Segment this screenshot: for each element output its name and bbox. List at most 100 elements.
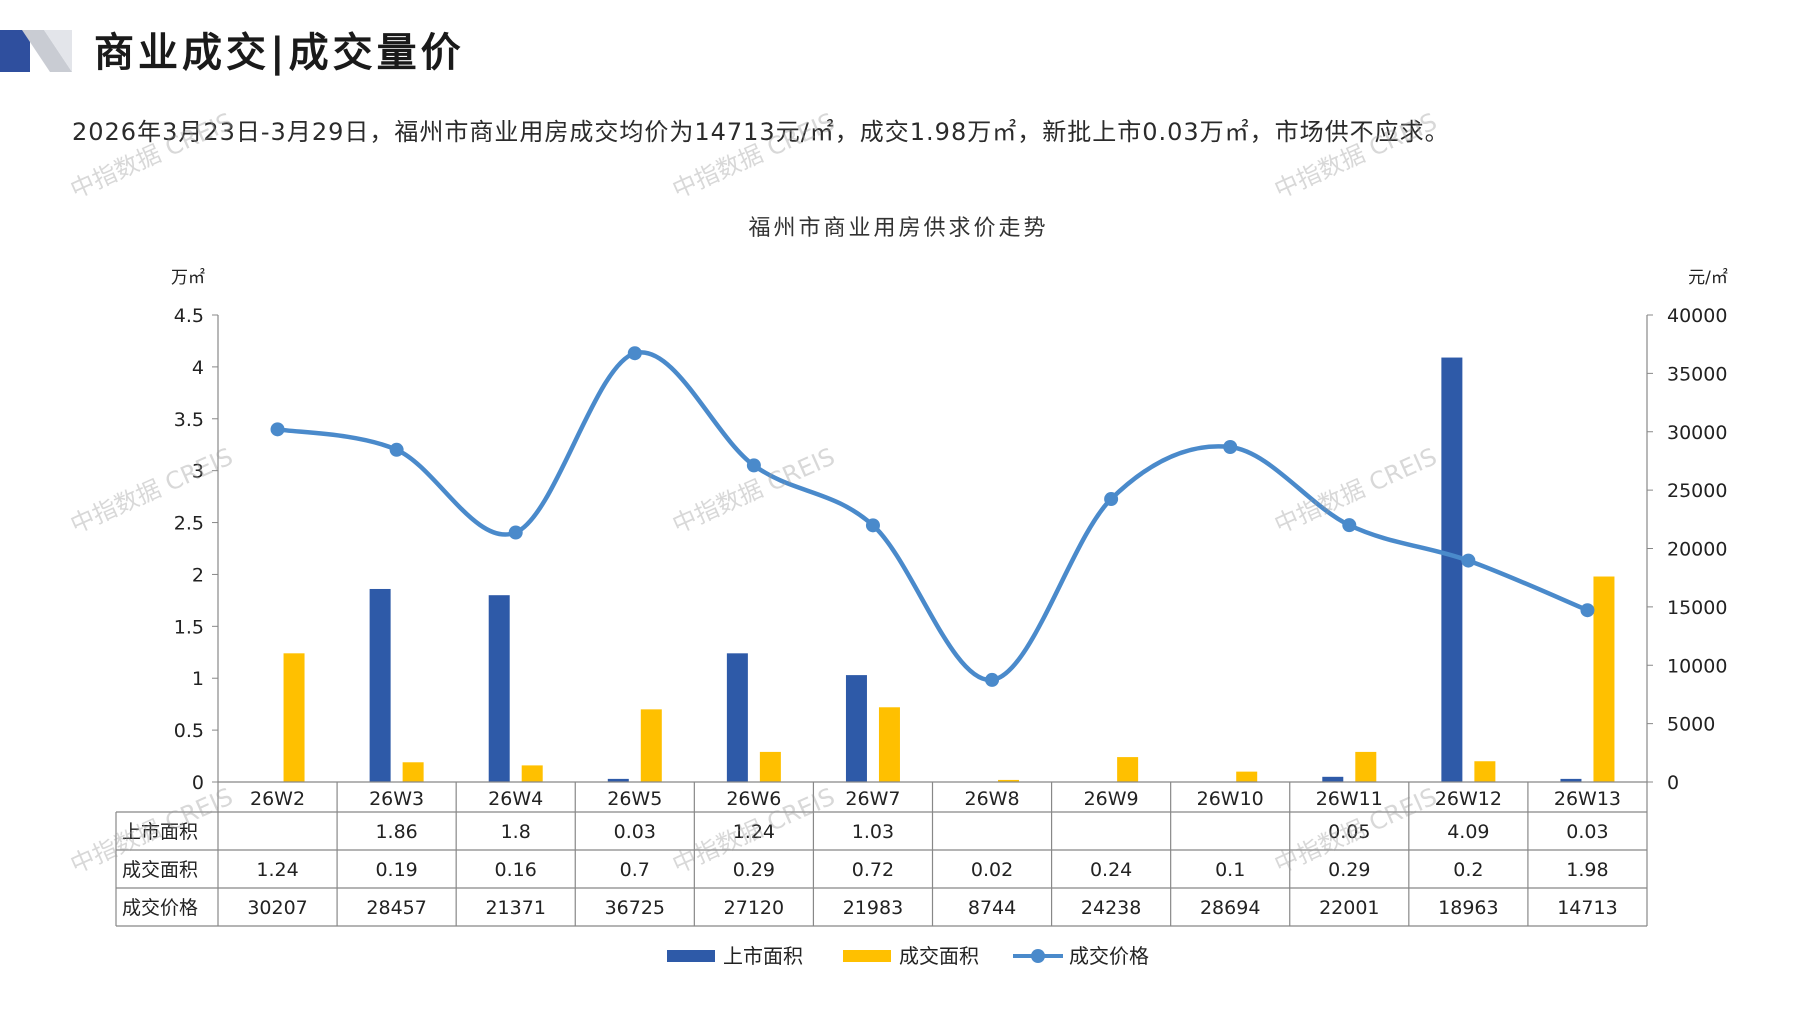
table-cell-value: 0.19 [375,859,417,881]
right-axis-tick-label: 40000 [1667,305,1727,327]
category-label: 26W3 [369,788,424,810]
price-point-26W12 [1461,553,1476,568]
right-axis-tick-label: 10000 [1667,655,1727,677]
table-cell-value: 28457 [366,897,426,919]
deal-bar-26W10 [1236,771,1258,782]
table-cell-value: 28694 [1200,897,1260,919]
table-cell-value: 30207 [247,897,307,919]
table-cell-value: 24238 [1081,897,1141,919]
left-axis-tick-label: 4 [192,357,204,379]
price-point-26W10 [1223,439,1238,454]
supply-bar-26W3 [369,588,391,782]
category-label: 26W5 [607,788,662,810]
right-axis-tick-label: 15000 [1667,597,1727,619]
price-point-26W6 [746,458,761,473]
price-point-26W8 [985,672,1000,687]
table-cell-value: 21983 [843,897,903,919]
supply-bar-26W5 [607,778,629,782]
price-point-26W13 [1580,603,1595,618]
table-cell-value: 0.02 [971,859,1013,881]
deal-bar-26W5 [640,709,662,782]
left-axis-tick-label: 0 [192,772,204,794]
category-label: 26W11 [1316,788,1383,810]
category-label: 26W10 [1197,788,1264,810]
legend-swatch-marker [1031,949,1045,963]
deal-bar-26W7 [878,707,900,782]
page-title: 商业成交|成交量价 [94,30,465,76]
category-label: 26W8 [965,788,1020,810]
right-axis-tick-label: 35000 [1667,363,1727,385]
table-cell-value: 36725 [605,897,665,919]
legend-label: 成交价格 [1069,944,1149,968]
table-cell-value: 21371 [485,897,545,919]
left-axis-tick-label: 1.5 [174,616,204,638]
table-cell-value: 0.29 [733,859,775,881]
summary-text: 2026年3月23日-3月29日，福州市商业用房成交均价为14713元/㎡，成交… [72,118,1450,146]
table-cell-value: 0.16 [495,859,537,881]
left-axis-tick-label: 2 [192,564,204,586]
left-axis-tick-label: 0.5 [174,720,204,742]
table-cell-value: 1.8 [501,821,531,843]
deal-bar-26W3 [402,762,424,782]
table-cell-value: 0.24 [1090,859,1132,881]
deal-bar-26W4 [521,765,543,782]
table-cell-value: 0.29 [1328,859,1370,881]
table-cell-value: 0.1 [1215,859,1245,881]
table-cell-value: 4.09 [1447,821,1489,843]
table-cell-value: 1.24 [256,859,298,881]
category-label: 26W12 [1435,788,1502,810]
left-axis-tick-label: 2.5 [174,513,204,535]
category-label: 26W13 [1554,788,1621,810]
price-point-26W2 [270,422,285,437]
category-label: 26W6 [726,788,781,810]
right-axis-tick-label: 0 [1667,772,1679,794]
table-cell-value: 0.72 [852,859,894,881]
price-point-26W5 [627,346,642,361]
header-mark-navy-block [0,30,30,72]
table-cell-value: 0.05 [1328,821,1370,843]
left-axis-tick-label: 3.5 [174,409,204,431]
supply-bar-26W12 [1441,357,1463,782]
supply-bar-26W11 [1322,776,1344,782]
deal-bar-26W8 [998,779,1020,782]
deal-bar-26W2 [283,653,305,782]
header-mark-gray-slash [22,30,72,72]
legend-label: 上市面积 [723,944,803,968]
left-axis-tick-label: 3 [192,461,204,483]
supply-bar-26W4 [488,595,510,782]
price-point-26W11 [1342,518,1357,533]
deal-bar-26W13 [1593,576,1615,782]
header-logo-mark [0,30,72,72]
right-axis-tick-label: 5000 [1667,714,1715,736]
table-cell-value: 0.7 [620,859,650,881]
table-cell-value: 0.03 [614,821,656,843]
table-row-header: 成交价格 [122,897,198,919]
legend-swatch [667,950,715,962]
left-axis-unit: 万㎡ [171,268,205,288]
deal-bar-26W6 [759,751,781,782]
right-axis-unit: 元/㎡ [1688,268,1728,288]
category-label: 26W9 [1084,788,1139,810]
price-point-26W3 [389,442,404,457]
left-axis-tick-label: 1 [192,668,204,690]
table-cell-value: 22001 [1319,897,1379,919]
right-axis-tick-label: 25000 [1667,480,1727,502]
deal-bar-26W9 [1117,757,1139,782]
supply-bar-26W6 [726,653,748,782]
table-row-header: 成交面积 [122,859,198,881]
table-cell-value: 8744 [968,897,1016,919]
table-row-header: 上市面积 [122,821,198,843]
supply-bar-26W13 [1560,778,1582,782]
supply-bar-26W7 [845,675,867,782]
table-cell-value: 1.86 [375,821,417,843]
table-cell-value: 14713 [1557,897,1617,919]
right-axis-tick-label: 20000 [1667,539,1727,561]
header-mark-light-triangle [44,30,72,72]
price-point-26W9 [1104,492,1119,507]
legend-swatch [843,950,891,962]
deal-bar-26W11 [1355,751,1377,782]
right-axis-tick-label: 30000 [1667,422,1727,444]
price-line [277,350,1589,683]
table-cell-value: 1.98 [1566,859,1608,881]
